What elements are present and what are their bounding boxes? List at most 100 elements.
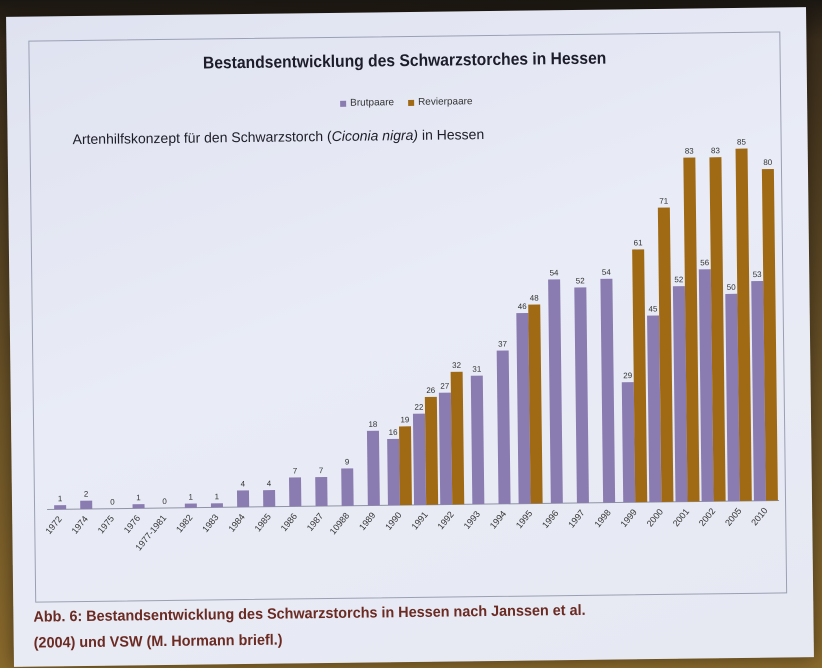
data-label-revierpaare: 80 [763,158,773,167]
bar-revierpaare [761,168,778,501]
bar-brutpaare [751,280,766,501]
bar-revierpaare [424,396,439,505]
x-tick-label: 1997 [566,508,586,530]
data-label-brutpaare: 4 [241,479,246,488]
data-label-brutpaare: 54 [550,268,560,277]
bar-brutpaare [184,503,197,508]
bar-brutpaare [341,468,354,506]
data-label-brutpaare: 9 [345,457,350,466]
x-tick-label: 1975 [96,514,116,536]
data-label-brutpaare: 53 [753,270,763,279]
x-tick-label: 1989 [357,510,377,532]
data-label-revierpaare: 85 [737,138,747,147]
x-tick-label: 1985 [253,512,273,534]
x-tick-label: 1972 [43,514,63,536]
data-label-revierpaare: 71 [659,197,669,206]
data-label-revierpaare: 48 [530,294,540,303]
data-label-brutpaare: 52 [576,276,586,285]
bar-brutpaare [470,375,485,505]
bar-brutpaare [387,438,400,506]
bar-brutpaare [496,350,511,504]
bar-brutpaare [210,503,223,508]
data-label-brutpaare: 7 [293,466,298,475]
data-label-revierpaare: 83 [685,147,695,156]
x-tick-label: 2005 [723,506,743,528]
bar-brutpaare [725,293,740,502]
x-tick-label: 1991 [409,510,429,532]
data-label-revierpaare: 19 [400,415,410,424]
data-label-brutpaare: 56 [700,258,710,267]
bar-brutpaare [672,286,688,502]
data-label-brutpaare: 7 [319,466,324,475]
bar-brutpaare [574,287,589,503]
projected-slide: Bestandsentwicklung des Schwarzstorches … [6,7,814,667]
data-label-brutpaare: 0 [110,498,115,507]
x-tick-label: 2002 [697,506,717,528]
bar-revierpaare [632,249,648,503]
x-tick-label: 1993 [462,509,482,531]
bar-brutpaare [516,312,531,504]
data-label-brutpaare: 1 [58,494,63,503]
bar-brutpaare [80,500,93,510]
data-label-brutpaare: 1 [215,492,220,501]
bar-brutpaare [315,477,328,507]
data-label-brutpaare: 18 [368,420,378,429]
x-tick-label: 1982 [174,513,194,535]
data-label-brutpaare: 0 [162,497,167,506]
data-label-brutpaare: 29 [623,371,633,380]
data-label-brutpaare: 46 [518,302,528,311]
x-tick-label: 1994 [488,509,508,531]
x-tick-label: 1999 [618,507,638,529]
bar-revierpaare [528,304,543,504]
bar-brutpaare [263,490,276,507]
data-label-brutpaare: 16 [389,428,399,437]
x-tick-label: 1983 [200,512,220,534]
bar-revierpaare [683,157,700,502]
x-tick-label: 1976 [122,513,142,535]
data-label-brutpaare: 31 [472,365,482,374]
data-label-brutpaare: 22 [414,403,424,412]
bar-brutpaare [54,505,67,510]
data-label-revierpaare: 83 [711,146,721,155]
bar-brutpaare [132,504,145,509]
data-label-brutpaare: 4 [267,479,272,488]
bar-revierpaare [657,207,674,502]
x-tick-label: 2000 [645,507,665,529]
data-label-brutpaare: 50 [727,283,737,292]
x-tick-label: 1974 [70,514,90,536]
bar-brutpaare [289,477,302,507]
x-tick-label: 1984 [226,512,246,534]
data-label-brutpaare: 1 [188,493,193,502]
bar-brutpaare [412,413,427,505]
data-label-brutpaare: 37 [498,340,508,349]
bar-chart-plot: 1197221974019751197601977-19811198211983… [43,138,780,553]
data-label-revierpaare: 61 [634,238,644,247]
x-tick-label: 2001 [671,507,691,529]
bar-revierpaare [735,148,752,501]
bar-revierpaare [398,426,412,506]
data-label-brutpaare: 27 [440,382,450,391]
data-label-brutpaare: 45 [648,304,658,313]
bar-brutpaare [236,490,250,508]
data-label-brutpaare: 1 [136,493,141,502]
x-tick-label: 1998 [592,507,612,529]
x-tick-label: 1995 [514,508,534,530]
bar-brutpaare [438,392,453,505]
x-tick-label: 2010 [749,506,769,528]
data-label-brutpaare: 54 [602,268,612,277]
bar-revierpaare [450,371,465,505]
data-label-brutpaare: 52 [674,275,684,284]
x-tick-label: 1990 [383,510,403,532]
bar-revierpaare [709,157,726,502]
bar-brutpaare [621,382,636,503]
figure-caption: Abb. 6: Bestandsentwicklung des Schwarzs… [33,596,763,657]
x-tick-label: 1992 [435,509,455,531]
x-tick-label: 1996 [540,508,560,530]
bar-brutpaare [698,269,714,502]
data-label-brutpaare: 2 [84,490,89,499]
data-label-revierpaare: 26 [426,386,436,395]
bar-brutpaare [600,278,616,503]
chart-frame: Bestandsentwicklung des Schwarzstorches … [28,31,788,603]
bar-brutpaare [548,279,563,504]
x-tick-label: 10988 [328,511,352,537]
